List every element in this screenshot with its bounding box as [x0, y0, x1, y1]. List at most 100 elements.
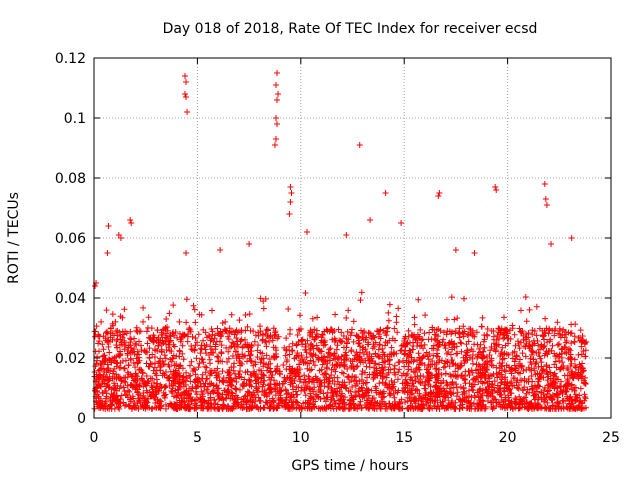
data-point — [309, 333, 316, 340]
data-point — [327, 396, 334, 403]
data-point — [431, 361, 438, 368]
data-point — [255, 332, 262, 339]
data-point — [418, 395, 425, 402]
data-point — [478, 323, 485, 330]
data-point — [528, 404, 535, 411]
data-point — [116, 364, 123, 371]
data-point — [434, 353, 441, 360]
data-point — [520, 367, 527, 374]
data-point — [201, 342, 208, 349]
data-point — [117, 313, 124, 320]
data-point — [545, 330, 552, 337]
x-tick-label: 25 — [602, 430, 620, 446]
data-point — [114, 332, 121, 339]
data-point — [215, 393, 222, 400]
data-point — [347, 396, 354, 403]
data-point — [456, 325, 463, 332]
data-point — [236, 367, 243, 374]
data-point — [103, 369, 110, 376]
data-point — [579, 360, 586, 367]
data-point — [227, 376, 234, 383]
data-point — [296, 312, 303, 319]
data-point — [471, 394, 478, 401]
data-point — [225, 389, 232, 396]
data-point — [437, 399, 444, 406]
data-point — [154, 398, 161, 405]
data-point — [157, 367, 164, 374]
data-point — [137, 366, 144, 373]
data-point — [208, 336, 215, 343]
y-tick-label: 0.06 — [55, 231, 86, 247]
data-point — [202, 369, 209, 376]
data-point — [91, 328, 98, 335]
data-point — [419, 401, 426, 408]
data-point — [120, 384, 127, 391]
data-point — [411, 397, 418, 404]
data-point — [529, 349, 536, 356]
data-point — [359, 367, 366, 374]
data-point — [331, 350, 338, 357]
data-point — [197, 350, 204, 357]
data-point — [449, 379, 456, 386]
data-point — [179, 331, 186, 338]
data-point — [111, 374, 118, 381]
data-point — [556, 357, 563, 364]
data-point — [177, 362, 184, 369]
data-point — [582, 395, 589, 402]
data-point — [582, 374, 589, 381]
data-point — [131, 346, 138, 353]
data-point — [467, 400, 474, 407]
data-point — [235, 371, 242, 378]
data-point — [340, 333, 347, 340]
data-point — [267, 381, 274, 388]
data-point — [462, 356, 469, 363]
data-point — [295, 361, 302, 368]
data-point — [425, 377, 432, 384]
data-point — [241, 376, 248, 383]
data-point — [329, 378, 336, 385]
data-point — [262, 339, 269, 346]
data-point — [541, 181, 548, 187]
data-point — [246, 241, 253, 247]
data-point — [330, 355, 337, 362]
data-point — [100, 333, 107, 340]
data-point — [506, 386, 513, 393]
data-point — [544, 351, 551, 358]
data-point — [499, 344, 506, 351]
data-point — [140, 377, 147, 384]
data-point — [391, 362, 398, 369]
data-point — [138, 403, 145, 410]
data-point — [490, 362, 497, 369]
data-point — [530, 356, 537, 363]
data-point — [262, 330, 269, 337]
data-point — [115, 404, 122, 411]
data-point — [452, 247, 459, 253]
data-point — [96, 399, 103, 406]
data-point — [167, 356, 174, 363]
data-point — [441, 394, 448, 401]
data-point — [104, 250, 111, 256]
data-point — [518, 329, 525, 336]
data-point — [183, 94, 190, 100]
data-point — [393, 319, 400, 326]
data-point — [359, 387, 366, 394]
data-point — [95, 393, 102, 400]
data-point — [576, 399, 583, 406]
data-point — [195, 382, 202, 389]
data-point — [262, 389, 269, 396]
data-point — [380, 351, 387, 358]
data-point — [253, 387, 260, 394]
data-point — [351, 404, 358, 411]
data-point — [143, 328, 150, 335]
data-point — [244, 405, 251, 412]
data-point — [136, 394, 143, 401]
data-point — [353, 392, 360, 399]
data-point — [251, 391, 258, 398]
data-point — [506, 401, 513, 408]
data-point — [288, 393, 295, 400]
data-point — [373, 328, 380, 335]
data-point — [363, 334, 370, 341]
data-point — [277, 371, 284, 378]
data-point — [329, 327, 336, 334]
data-point — [263, 352, 270, 359]
